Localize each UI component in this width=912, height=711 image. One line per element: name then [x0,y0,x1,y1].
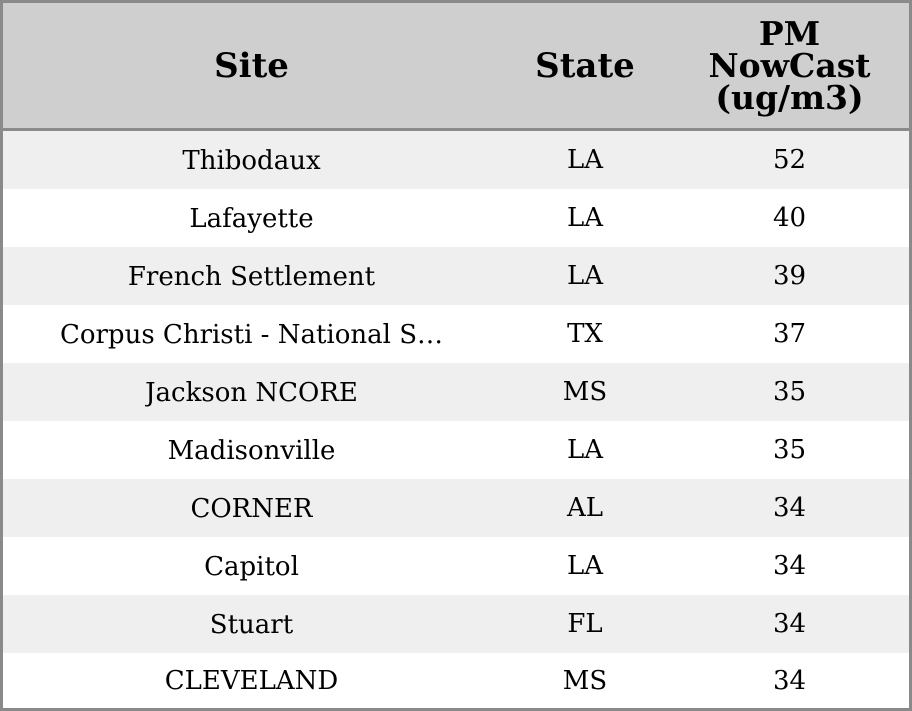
table-row[interactable]: Lafayette LA 40 [3,189,909,247]
header-line: PM [758,13,821,53]
site-name: Lafayette [189,203,314,234]
table-row[interactable]: French Settlement LA 39 [3,247,909,305]
state-cell: AL [500,479,670,537]
site-cell: Capitol [3,537,500,595]
header-line: (ug/m3) [715,77,864,117]
site-name: Capitol [204,551,299,582]
table-row[interactable]: Madisonville LA 35 [3,421,909,479]
table-row[interactable]: Jackson NCORE MS 35 [3,363,909,421]
state-cell: LA [500,537,670,595]
site-cell: Stuart [3,595,500,653]
value-cell: 34 [670,537,909,595]
site-name: CLEVELAND [164,666,339,696]
table-row[interactable]: Corpus Christi - National S… TX 37 [3,305,909,363]
table-header: Site State PM NowCast (ug/m3) [3,3,909,131]
state-cell: LA [500,189,670,247]
data-table: Site State PM NowCast (ug/m3) Thibodaux … [3,3,909,708]
site-name: Stuart [209,609,294,640]
site-cell: CLEVELAND [3,653,500,708]
value-cell: 37 [670,305,909,363]
table-row[interactable]: Thibodaux LA 52 [3,129,909,189]
value-cell: 34 [670,595,909,653]
value-cell: 34 [670,479,909,537]
site-cell: CORNER [3,479,500,537]
state-cell: MS [500,363,670,421]
site-cell: Jackson NCORE [3,363,500,421]
site-name: Corpus Christi - National S… [59,319,444,350]
value-cell: 52 [670,129,909,189]
table-row[interactable]: Stuart FL 34 [3,595,909,653]
header-row: Site State PM NowCast (ug/m3) [3,3,909,131]
site-cell: Lafayette [3,189,500,247]
table-row[interactable]: CLEVELAND MS 34 [3,653,909,708]
state-cell: FL [500,595,670,653]
value-cell: 40 [670,189,909,247]
column-header-pm-nowcast[interactable]: PM NowCast (ug/m3) [670,3,909,131]
site-cell: French Settlement [3,247,500,305]
column-header-state[interactable]: State [500,3,670,131]
state-cell: LA [500,247,670,305]
site-name: French Settlement [127,261,376,292]
state-cell: MS [500,653,670,708]
value-cell: 39 [670,247,909,305]
site-cell: Corpus Christi - National S… [3,305,500,363]
value-cell: 35 [670,421,909,479]
state-cell: TX [500,305,670,363]
table-row[interactable]: Capitol LA 34 [3,537,909,595]
value-cell: 35 [670,363,909,421]
site-name: Madisonville [167,435,336,466]
table-body: Thibodaux LA 52 Lafayette LA 40 French S… [3,129,909,708]
column-header-site[interactable]: Site [3,3,500,131]
site-name: Thibodaux [182,145,321,176]
site-cell: Thibodaux [3,129,500,189]
state-cell: LA [500,129,670,189]
table-row[interactable]: CORNER AL 34 [3,479,909,537]
site-cell: Madisonville [3,421,500,479]
state-cell: LA [500,421,670,479]
site-name: CORNER [190,493,313,524]
header-line: NowCast [708,45,871,85]
site-name: Jackson NCORE [145,377,358,408]
value-cell: 34 [670,653,909,708]
